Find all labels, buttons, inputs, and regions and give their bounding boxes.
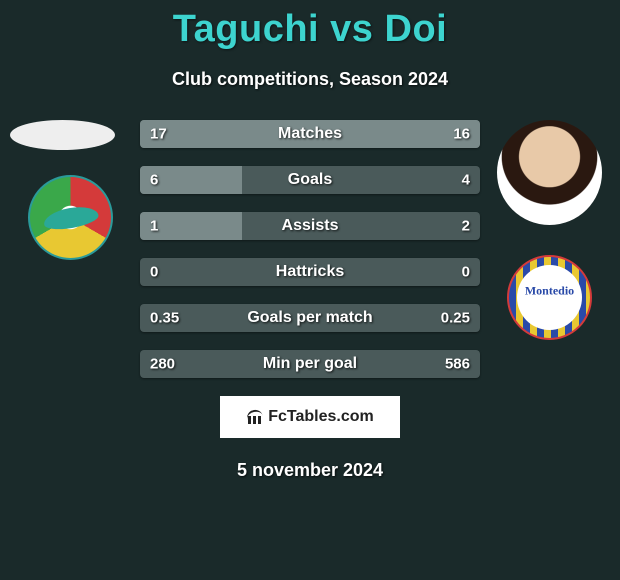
player-left-avatar (10, 120, 115, 150)
stat-label: Hattricks (276, 263, 344, 281)
stat-value-left: 280 (150, 356, 175, 373)
stat-value-left: 6 (150, 172, 158, 189)
page-subtitle: Club competitions, Season 2024 (0, 69, 620, 90)
stat-row: 0.35 Goals per match 0.25 (140, 304, 480, 332)
stat-value-left: 0 (150, 264, 158, 281)
stat-value-left: 17 (150, 126, 167, 143)
stat-value-right: 0 (462, 264, 470, 281)
stat-value-right: 16 (453, 126, 470, 143)
brand-text: FcTables.com (268, 408, 374, 426)
stat-row: 280 Min per goal 586 (140, 350, 480, 378)
comparison-panel: 17 Matches 16 6 Goals 4 1 Assists 2 0 Hattricks 0 0.… (0, 120, 620, 481)
stat-label: Goals per match (247, 309, 372, 327)
stat-label: Matches (278, 125, 342, 143)
stat-label: Assists (282, 217, 339, 235)
stat-label: Min per goal (263, 355, 357, 373)
stat-value-right: 586 (445, 356, 470, 373)
date-label: 5 november 2024 (0, 460, 620, 481)
stat-value-right: 0.25 (441, 310, 470, 327)
club-right-badge (507, 255, 592, 340)
stat-row: 1 Assists 2 (140, 212, 480, 240)
page-title: Taguchi vs Doi (0, 0, 620, 51)
stat-row: 6 Goals 4 (140, 166, 480, 194)
player-right-avatar (497, 120, 602, 225)
stat-label: Goals (288, 171, 332, 189)
stat-value-right: 2 (462, 218, 470, 235)
stat-value-left: 1 (150, 218, 158, 235)
club-left-badge (28, 175, 113, 260)
chart-icon (246, 408, 264, 426)
stat-value-left: 0.35 (150, 310, 179, 327)
stat-value-right: 4 (462, 172, 470, 189)
brand-banner[interactable]: FcTables.com (220, 396, 400, 438)
stat-row: 0 Hattricks 0 (140, 258, 480, 286)
stat-bars: 17 Matches 16 6 Goals 4 1 Assists 2 0 Hattricks 0 0.… (140, 120, 480, 378)
stat-row: 17 Matches 16 (140, 120, 480, 148)
